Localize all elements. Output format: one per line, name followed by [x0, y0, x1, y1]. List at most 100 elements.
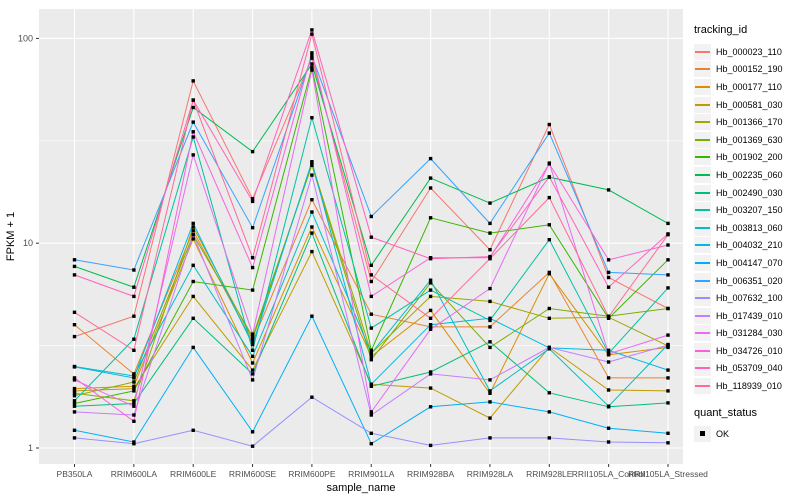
legend-item-label: Hb_002490_030 [716, 187, 783, 198]
data-point [369, 384, 373, 388]
data-point [369, 442, 373, 446]
data-point [132, 401, 136, 406]
data-point [488, 286, 492, 291]
data-point [666, 389, 670, 393]
data-point [310, 116, 314, 120]
data-point [606, 404, 611, 408]
data-point [666, 368, 670, 372]
legend-line-swatch [694, 96, 711, 113]
legend-item-label: Hb_001366_170 [716, 117, 783, 128]
data-point [488, 389, 492, 393]
data-point [191, 294, 195, 299]
legend-title-quant-status: quant_status [694, 406, 757, 419]
data-point [250, 354, 255, 359]
plot-panel [39, 9, 683, 464]
legend-item-Hb_004147_070: Hb_004147_070 [694, 254, 798, 272]
data-point [666, 273, 670, 277]
data-point [488, 221, 492, 226]
legend-item-label: Hb_004032_210 [716, 240, 783, 251]
x-tick-label: RRIM928LA [467, 469, 514, 479]
data-point [310, 231, 314, 235]
data-point [606, 360, 611, 364]
data-point [488, 299, 492, 304]
data-point [132, 386, 136, 391]
data-point [369, 382, 373, 386]
data-point [428, 327, 433, 331]
legend-item-Hb_007632_100: Hb_007632_100 [694, 289, 798, 307]
x-tick-label: RRIM600PE [288, 469, 336, 479]
data-point [666, 258, 670, 262]
data-point [488, 231, 492, 235]
legend-line-swatch [694, 272, 711, 289]
data-point [547, 345, 551, 350]
data-point [132, 372, 136, 376]
data-point [310, 210, 314, 214]
data-point [488, 378, 492, 382]
data-point [369, 279, 373, 284]
legend-line-swatch [694, 149, 711, 166]
data-point [250, 226, 255, 230]
data-point [666, 431, 670, 435]
data-point [606, 388, 611, 392]
data-point [250, 197, 255, 201]
data-point [250, 430, 255, 434]
data-point [250, 337, 255, 341]
legend-item-Hb_000581_030: Hb_000581_030 [694, 96, 798, 114]
data-point [428, 216, 433, 220]
legend-item-Hb_053709_040: Hb_053709_040 [694, 360, 798, 378]
legend-item-label: Hb_000023_110 [716, 46, 782, 57]
legend-item-Hb_001366_170: Hb_001366_170 [694, 113, 798, 131]
data-point [666, 401, 670, 405]
data-point [250, 378, 255, 382]
data-point [547, 410, 551, 414]
legend-item-Hb_031284_030: Hb_031284_030 [694, 325, 798, 343]
data-point [191, 428, 195, 432]
legend-line-swatch [694, 307, 711, 324]
data-point [369, 273, 373, 277]
data-point [428, 316, 433, 320]
data-point [428, 294, 433, 299]
data-point [191, 135, 195, 139]
data-point [369, 214, 373, 219]
legend-item-label: Hb_000177_110 [716, 81, 782, 92]
legend-item-label: Hb_000581_030 [716, 99, 783, 110]
legend-line-swatch [694, 325, 711, 342]
data-point [547, 223, 551, 227]
data-point [250, 334, 255, 339]
data-point [428, 308, 433, 313]
data-point [132, 374, 136, 378]
data-point [72, 323, 77, 327]
data-point [191, 229, 195, 233]
legend-item-label: Hb_006351_020 [716, 275, 783, 286]
data-point [72, 404, 77, 408]
x-tick-label: RRIM928LE [526, 469, 573, 479]
data-point [369, 351, 373, 355]
data-point [310, 163, 314, 167]
y-tick-label: 10 [23, 238, 33, 248]
data-point [488, 416, 492, 420]
data-point [310, 65, 314, 70]
data-point [310, 54, 314, 58]
data-point [606, 315, 611, 319]
x-tick-label: RRIM901LA [348, 469, 395, 479]
data-point [428, 323, 433, 327]
data-point [547, 131, 551, 135]
data-point [488, 400, 492, 404]
legend-line-swatch [694, 237, 711, 254]
data-point [428, 443, 433, 448]
legend-line-swatch [694, 378, 711, 395]
legend-item-quant-ok: OK [694, 425, 798, 442]
data-point [488, 318, 492, 323]
data-point [369, 431, 373, 435]
y-tick-label: 1 [28, 443, 33, 453]
data-point [250, 265, 255, 270]
legend-item-label: Hb_001369_630 [716, 134, 783, 145]
data-point [606, 188, 611, 192]
x-axis-title: sample_name [326, 482, 395, 494]
legend: tracking_id Hb_000023_110 Hb_000152_190 Hb… [694, 24, 798, 442]
data-point [428, 156, 433, 161]
data-point [428, 372, 433, 376]
legend-item-Hb_003813_060: Hb_003813_060 [694, 219, 798, 237]
data-point [72, 376, 77, 380]
